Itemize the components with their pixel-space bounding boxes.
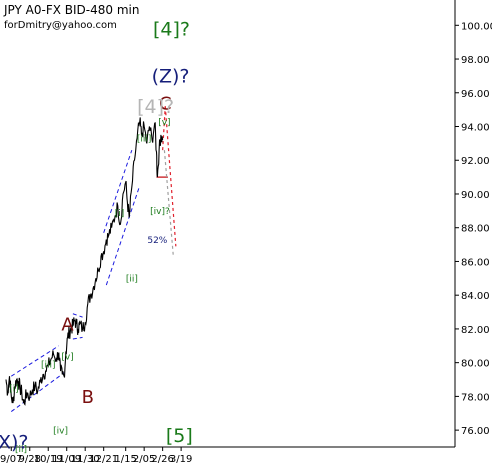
wave-label: [iii] bbox=[41, 361, 56, 371]
y-tick-label: 94.00 bbox=[461, 123, 490, 134]
price-line bbox=[5, 117, 164, 406]
wave-label: 52% bbox=[147, 236, 167, 246]
channel-line-lower-left-lower bbox=[10, 372, 65, 412]
channel-line-mid-box-upper bbox=[72, 313, 83, 318]
y-tick-label: 100.00 bbox=[461, 21, 492, 32]
wave-label: [5] bbox=[166, 425, 193, 447]
y-tick-label: 78.00 bbox=[461, 392, 490, 403]
x-tick-label: 9/28 bbox=[19, 454, 41, 465]
channel-lines bbox=[10, 149, 141, 412]
x-tick-label: 3/19 bbox=[170, 454, 192, 465]
x-tick-label: 2/05 bbox=[133, 454, 155, 465]
x-tick-label: 11/30 bbox=[71, 454, 100, 465]
y-tick-label: 80.00 bbox=[461, 359, 490, 370]
axis-ticks: 76.00 78.00 80.00 82.00 84.00 86.00 88.00 90.00… bbox=[0, 21, 492, 465]
wave-label: [4]? bbox=[137, 96, 174, 118]
chart-title: JPY A0-FX BID-480 min bbox=[4, 3, 140, 17]
wave-label: C bbox=[159, 94, 172, 115]
projection-lines bbox=[162, 106, 177, 255]
price-series bbox=[5, 117, 164, 406]
projection-to-v bbox=[162, 106, 166, 151]
plot-frame bbox=[0, 0, 456, 448]
wave-label: [i] bbox=[9, 384, 19, 394]
x-tick-label: 1/15 bbox=[114, 454, 136, 465]
wave-labels: [4]?(Z)?C[4]?[v][iii][iv]?52%[i][ii]A[v]… bbox=[0, 18, 193, 455]
channel-line-upper-upper bbox=[103, 149, 133, 233]
x-tick-label: 2/26 bbox=[151, 454, 173, 465]
y-tick-label: 82.00 bbox=[461, 325, 490, 336]
channel-line-mid-box-lower bbox=[72, 336, 83, 340]
y-tick-label: 76.00 bbox=[461, 426, 490, 437]
chart-author: forDmitry@yahoo.com bbox=[4, 20, 117, 31]
x-tick-label: 11/09 bbox=[52, 454, 81, 465]
x-tick-label: 9/07 bbox=[0, 454, 22, 465]
y-tick-label: 84.00 bbox=[461, 291, 490, 302]
wave-label: [iii] bbox=[137, 135, 152, 145]
y-tick-label: 90.00 bbox=[461, 190, 490, 201]
x-tick-label: 10/19 bbox=[34, 454, 63, 465]
wave-label: [ii] bbox=[15, 445, 27, 455]
wave-label: [iv]? bbox=[150, 207, 170, 217]
channel-line-lower-left-upper bbox=[11, 345, 60, 377]
wave-label: A bbox=[61, 315, 74, 336]
wave-label: [i] bbox=[115, 209, 125, 219]
x-tick-label: 12/21 bbox=[89, 454, 118, 465]
y-tick-label: 86.00 bbox=[461, 257, 490, 268]
wave-label: B bbox=[82, 387, 94, 408]
wave-label: [iv] bbox=[53, 427, 68, 437]
wave-label: [4]? bbox=[153, 18, 190, 40]
y-tick-label: 96.00 bbox=[461, 89, 490, 100]
wave-label: [v] bbox=[61, 352, 73, 362]
wave-label: (Z)? bbox=[152, 66, 190, 88]
y-tick-label: 92.00 bbox=[461, 156, 490, 167]
y-tick-label: 98.00 bbox=[461, 55, 490, 66]
y-tick-label: 88.00 bbox=[461, 224, 490, 235]
wave-label: [ii] bbox=[126, 275, 138, 285]
channel-line-upper-lower bbox=[105, 185, 141, 286]
wave-label: (X)? bbox=[0, 432, 28, 454]
wave-label: [v] bbox=[158, 118, 170, 128]
